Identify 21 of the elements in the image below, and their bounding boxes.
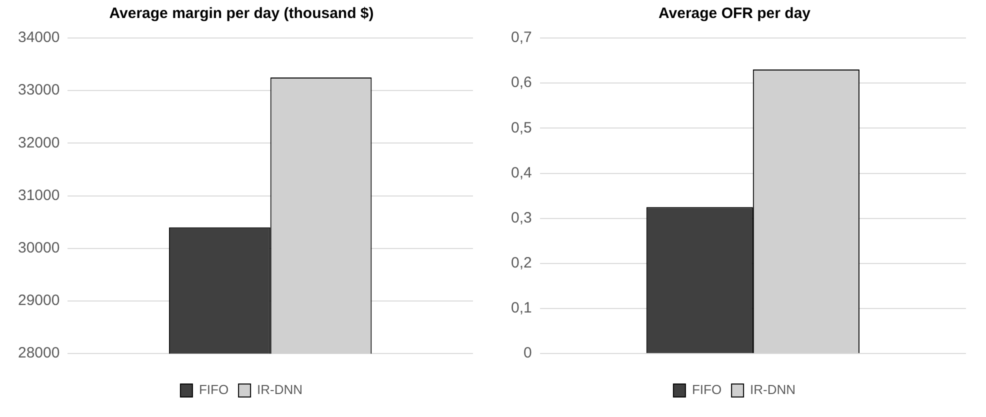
- y-tick-label: 0,5: [510, 119, 532, 136]
- y-tick-label: 34000: [18, 29, 60, 46]
- y-tick-label: 0,2: [510, 254, 532, 272]
- y-tick-label: 0: [524, 344, 532, 362]
- y-tick-label: 28000: [18, 344, 60, 362]
- legend-label: IR-DNN: [750, 382, 796, 398]
- y-tick-label: 29000: [18, 292, 60, 310]
- y-tick-label: 30000: [18, 240, 60, 257]
- y-tick-label: 31000: [18, 186, 60, 204]
- y-tick-label: 0,3: [510, 209, 532, 226]
- y-tick-label: 0,6: [510, 74, 532, 92]
- y-tick-label: 33000: [18, 82, 60, 99]
- chart-title: Average margin per day (thousand $): [109, 5, 374, 22]
- chart-title: Average OFR per day: [658, 5, 812, 22]
- y-tick-label: 32000: [18, 134, 60, 152]
- legend-label: IR-DNN: [257, 382, 303, 398]
- y-tick-label: 0,7: [510, 29, 532, 46]
- legend-label: FIFO: [692, 382, 722, 398]
- legend-label: FIFO: [198, 382, 229, 398]
- y-tick-label: 0,1: [510, 300, 532, 317]
- y-tick-label: 0,4: [510, 164, 532, 182]
